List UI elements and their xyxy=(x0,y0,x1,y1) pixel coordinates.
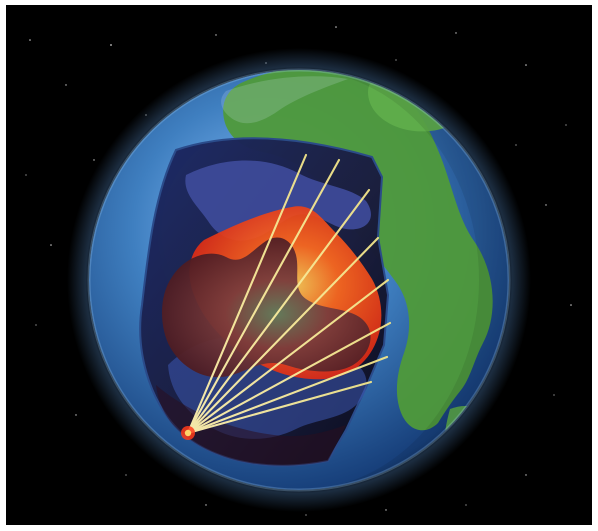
ray-source xyxy=(181,426,195,440)
ray xyxy=(186,380,373,435)
core-blob xyxy=(162,237,371,378)
ray xyxy=(186,153,308,435)
earth-illustration xyxy=(6,5,592,525)
seismic-rays xyxy=(186,153,392,435)
globe-rim xyxy=(87,68,511,492)
ray xyxy=(186,188,371,435)
ray xyxy=(186,355,389,435)
ray xyxy=(186,278,390,435)
ray xyxy=(186,321,392,435)
earth-svg xyxy=(25,26,572,516)
night-side-shade xyxy=(299,70,509,490)
clouds-highlight xyxy=(221,76,348,124)
inner-shadow xyxy=(156,385,346,466)
cutaway xyxy=(139,137,390,467)
ray xyxy=(186,158,341,435)
ray xyxy=(186,236,380,435)
mantle-folds xyxy=(185,160,371,241)
